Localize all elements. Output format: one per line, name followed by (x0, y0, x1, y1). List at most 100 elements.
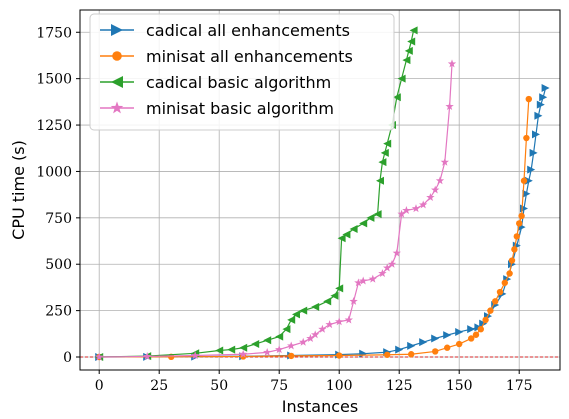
data-point (335, 317, 344, 326)
data-point (409, 26, 418, 35)
data-point (95, 352, 104, 361)
data-point (524, 176, 533, 185)
data-point (239, 349, 248, 358)
data-point (191, 351, 200, 360)
data-point (366, 213, 375, 222)
legend: cadical all enhancements minisat all enha… (89, 13, 395, 131)
x-tick-label: 75 (270, 378, 288, 394)
data-point (325, 320, 334, 329)
x-axis-ticks: 0 25 50 75 100 125 150 175 (95, 370, 533, 394)
data-point (359, 219, 368, 228)
data-point (288, 352, 295, 360)
legend-swatch-marker (110, 101, 124, 114)
data-point (287, 341, 296, 350)
data-point (227, 345, 236, 354)
legend-label: minisat basic algorithm (146, 99, 334, 118)
data-point (384, 351, 391, 358)
data-point (520, 177, 528, 184)
y-tick-label: 250 (45, 304, 72, 320)
data-point (482, 316, 489, 324)
data-point (349, 296, 358, 305)
data-point (431, 185, 440, 194)
data-point (323, 297, 332, 306)
data-point (397, 209, 406, 218)
data-point (525, 95, 532, 103)
series-line (99, 99, 530, 358)
data-point (383, 139, 392, 148)
data-point (354, 278, 363, 287)
legend-box (89, 13, 395, 131)
data-point (344, 315, 353, 324)
data-point (402, 206, 411, 214)
data-point (411, 204, 421, 213)
data-point (380, 148, 389, 157)
data-point (392, 248, 401, 257)
data-point (275, 332, 284, 341)
data-point (376, 176, 384, 185)
data-point (431, 334, 440, 343)
data-point (447, 59, 457, 68)
data-point (506, 270, 513, 277)
data-point (456, 340, 463, 348)
data-point (443, 331, 452, 340)
data-point (359, 276, 368, 285)
data-point (523, 134, 530, 142)
data-point (435, 176, 445, 185)
series-1 (96, 95, 532, 361)
y-tick-label: 1250 (36, 118, 72, 134)
x-tick-label: 0 (95, 378, 104, 394)
data-point (445, 102, 454, 111)
data-point (468, 335, 475, 342)
data-point (287, 315, 296, 324)
series-2 (95, 26, 418, 362)
data-point (143, 352, 152, 361)
y-tick-label: 0 (63, 350, 72, 366)
legend-swatch-marker (112, 51, 122, 61)
data-point (387, 259, 397, 268)
data-point (529, 148, 538, 157)
series-layer (95, 26, 550, 362)
legend-swatch-marker (111, 76, 123, 88)
data-point (532, 130, 540, 139)
data-point (508, 257, 516, 264)
x-tick-label: 50 (210, 378, 228, 394)
y-tick-label: 1000 (36, 164, 72, 180)
data-point (275, 345, 284, 354)
data-point (527, 165, 536, 174)
data-point (455, 327, 464, 336)
data-point (311, 302, 320, 311)
x-tick-label: 175 (506, 378, 533, 394)
legend-label: minisat all enhancements (146, 47, 353, 66)
data-point (404, 46, 413, 55)
data-point (440, 157, 449, 166)
data-point (444, 344, 451, 351)
data-point (496, 288, 504, 296)
data-point (408, 351, 415, 358)
data-point (402, 56, 411, 65)
data-point (349, 224, 358, 233)
y-tick-label: 500 (45, 257, 72, 273)
y-tick-label: 1750 (36, 25, 72, 41)
data-point (299, 337, 308, 346)
data-point (282, 325, 291, 334)
data-point (263, 347, 272, 356)
data-point (407, 341, 416, 350)
data-point (419, 200, 428, 209)
data-point (477, 325, 484, 333)
y-tick-label: 1500 (36, 72, 72, 88)
data-point (368, 274, 377, 283)
data-point (306, 334, 315, 343)
data-point (335, 284, 344, 293)
y-axis-ticks: 0 250 500 750 1000 1250 1500 1750 (36, 25, 80, 366)
data-point (378, 269, 387, 278)
x-tick-label: 100 (326, 378, 353, 394)
data-point (311, 330, 320, 339)
data-point (487, 307, 494, 314)
data-point (426, 193, 435, 201)
legend-swatch-marker (111, 24, 123, 36)
x-axis-label: Instances (282, 397, 358, 416)
legend-label: cadical basic algorithm (146, 73, 331, 92)
data-point (432, 348, 439, 355)
data-point (467, 325, 476, 334)
data-point (239, 343, 248, 352)
